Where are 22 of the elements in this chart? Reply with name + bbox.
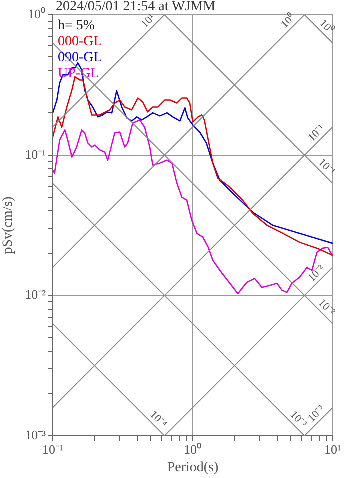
- text: 10⁻¹: [316, 156, 338, 178]
- text: 10⁻²: [306, 262, 328, 284]
- y-tick-label: 10⁰: [28, 6, 46, 22]
- text: 10⁻¹: [306, 122, 328, 144]
- x-tick-label: 10¹: [324, 442, 342, 458]
- chart-title: 2024/05/01 21:54 at WJMM: [56, 0, 216, 15]
- annotation: h= 5%: [58, 18, 96, 34]
- text: 10⁻³: [288, 408, 310, 431]
- text: 10¹: [139, 12, 158, 31]
- text: 10⁰: [278, 11, 298, 31]
- x-tick-label: 10⁻¹: [42, 442, 64, 458]
- series-label: 090-GL: [58, 50, 102, 66]
- x-tick-label: 10⁰: [184, 442, 202, 458]
- text: 10⁻⁴: [148, 408, 170, 431]
- y-tick-label: 10⁻²: [25, 287, 46, 302]
- y-axis-title: pSv(cm/s): [1, 196, 16, 254]
- x-axis-title: Period(s): [167, 460, 219, 476]
- text: 10⁻²: [316, 296, 338, 319]
- y-tick-label: 10⁻³: [25, 427, 46, 442]
- text: 10⁰: [317, 16, 337, 37]
- y-tick-label: 10⁻¹: [25, 146, 46, 162]
- text: 000-GL: [58, 34, 102, 50]
